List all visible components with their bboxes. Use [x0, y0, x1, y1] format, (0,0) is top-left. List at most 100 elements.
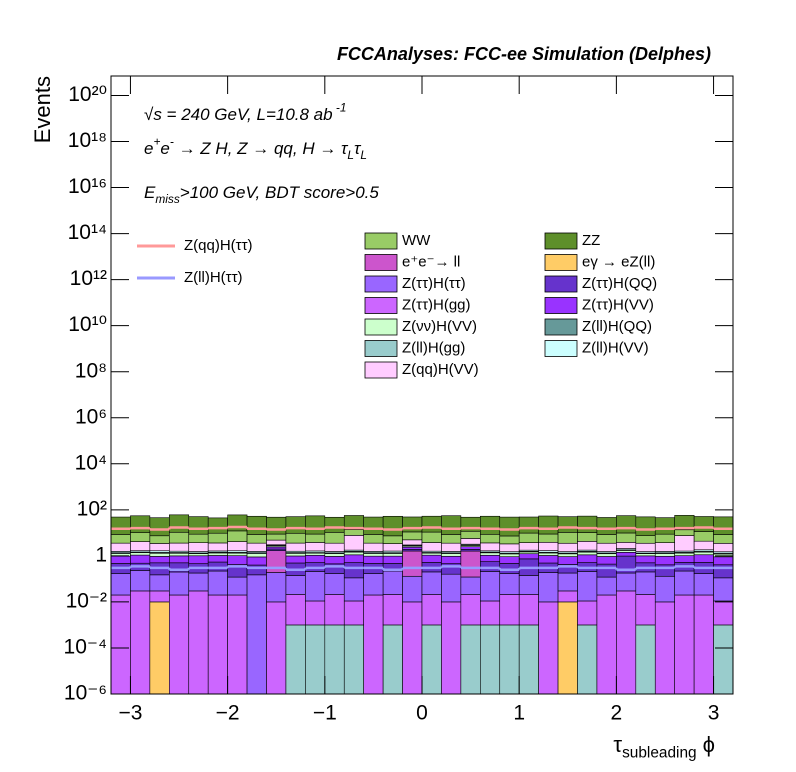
histogram-segment	[305, 600, 326, 626]
histogram-segment	[421, 552, 442, 556]
chart-title: FCCAnalyses: FCC-ee Simulation (Delphes)	[337, 44, 711, 64]
histogram-segment	[460, 538, 481, 545]
histogram-segment	[499, 624, 520, 695]
histogram-segment	[149, 535, 170, 544]
histogram-segment	[557, 601, 578, 695]
histogram-segment	[596, 517, 617, 535]
histogram-segment	[402, 601, 423, 695]
histogram-segment	[518, 594, 539, 626]
histogram-segment	[460, 530, 481, 539]
histogram-segment	[421, 624, 442, 695]
y-axis-label: Events	[30, 76, 55, 143]
histogram-segment	[402, 516, 423, 533]
histogram-segment	[499, 556, 520, 564]
y-tick-label: 10¹⁶	[68, 175, 107, 198]
histogram-segment	[285, 516, 306, 534]
histogram-segment	[305, 515, 326, 535]
histogram-segment	[343, 562, 364, 579]
y-tick-label: 10²⁰	[68, 83, 107, 106]
histogram-segment	[480, 552, 501, 556]
histogram-segment	[480, 542, 501, 552]
histogram-segment	[285, 553, 306, 557]
legend-label: Z(ll)H(gg)	[402, 339, 465, 356]
histogram-segment	[246, 553, 267, 558]
histogram-segment	[480, 554, 501, 562]
histogram-segment	[207, 517, 228, 534]
histogram-segment	[266, 516, 287, 535]
legend-label: WW	[402, 232, 431, 249]
histogram-segment	[577, 554, 598, 563]
histogram-segment	[441, 515, 462, 535]
text-part: √s = 240 GeV, L=10.8 ab	[144, 105, 333, 124]
histogram-segment	[480, 561, 501, 572]
histogram-segment	[441, 534, 462, 544]
histogram-segment	[674, 570, 695, 596]
histogram-segment	[324, 553, 345, 557]
text-part: -	[170, 134, 174, 148]
text-part: τ	[354, 139, 362, 158]
histogram-segment	[557, 553, 578, 557]
histogram-segment	[324, 624, 345, 695]
text-part: miss	[155, 192, 179, 206]
histogram-segment	[557, 542, 578, 552]
histogram-segment	[480, 624, 501, 695]
histogram-segment	[188, 516, 209, 535]
legend-swatch	[364, 275, 398, 293]
histogram-segment	[421, 554, 442, 563]
histogram-segment	[635, 571, 656, 595]
histogram-segment	[538, 515, 559, 535]
histogram-segment	[654, 533, 675, 543]
histogram-segment	[538, 601, 559, 695]
y-tick-label: 10⁴	[75, 451, 107, 474]
histogram-segment	[557, 556, 578, 565]
histogram-segment	[169, 514, 190, 533]
histogram-segment	[713, 534, 734, 544]
histogram-segment	[382, 543, 403, 552]
histogram-segment	[227, 541, 248, 552]
histogram-segment	[169, 594, 190, 695]
text-part: → Z H, Z → qq, H → τ	[174, 139, 349, 158]
histogram-segment	[207, 561, 228, 572]
histogram-segment	[188, 590, 209, 695]
histogram-segment	[713, 516, 734, 535]
legend-label: Z(ττ)H(ττ)	[402, 275, 466, 292]
legend-swatch	[544, 340, 578, 357]
histogram-segment	[149, 552, 170, 557]
histogram-segment	[480, 600, 501, 626]
legend-label: Z(ll)H(ττ)	[184, 269, 243, 286]
histogram-segment	[305, 554, 326, 563]
histogram-segment	[130, 541, 151, 551]
histogram-segment	[382, 535, 403, 544]
histogram-segment	[480, 515, 501, 535]
histogram-segment	[188, 553, 209, 557]
histogram-segment	[538, 572, 559, 603]
histogram-segment	[674, 552, 695, 556]
histogram-segment	[577, 624, 598, 695]
histogram-segment	[382, 624, 403, 695]
histogram-segment	[266, 533, 287, 541]
x-tick-label: 0	[416, 702, 428, 725]
histogram-segment	[635, 553, 656, 557]
histogram-segment	[616, 551, 637, 557]
histogram-segment	[246, 556, 267, 566]
histogram-segment	[616, 515, 637, 534]
histogram-segment	[616, 532, 637, 543]
annotation: √s = 240 GeV, L=10.8 ab -1	[144, 100, 346, 124]
histogram-segment	[654, 542, 675, 552]
histogram-segment	[557, 572, 578, 592]
histogram-segment	[110, 542, 131, 552]
histogram-segment	[674, 529, 695, 536]
legend-swatch	[544, 318, 578, 336]
histogram-segment	[227, 555, 248, 565]
histogram-segment	[654, 601, 675, 695]
histogram-segment	[616, 590, 637, 695]
histogram-segment	[460, 624, 481, 695]
histogram-segment	[499, 594, 520, 626]
text-part: τ	[613, 732, 622, 757]
histogram-segment	[557, 590, 578, 603]
histogram-segment	[518, 553, 539, 560]
histogram-segment	[654, 564, 675, 577]
text-part: e	[144, 139, 153, 158]
text-part: subleading	[622, 745, 696, 762]
histogram-segment	[577, 551, 598, 556]
